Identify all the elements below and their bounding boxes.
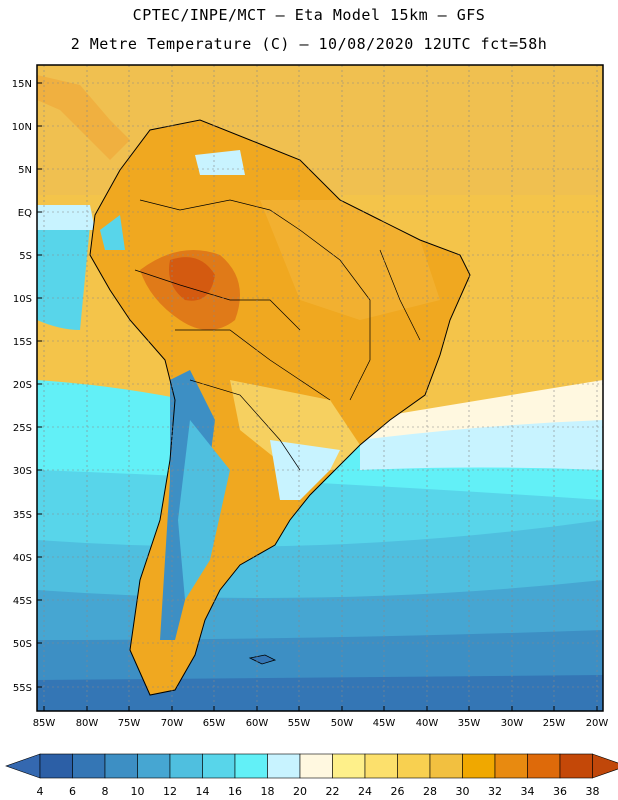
colorbar-bin (462, 753, 496, 779)
colorbar-bin (104, 753, 138, 779)
longitude-label: 75W (118, 718, 141, 729)
latitude-label: 30S (13, 466, 32, 477)
colorbar-tick-label: 16 (228, 785, 242, 798)
latitude-label: EQ (18, 208, 32, 219)
latitude-label: 40S (13, 553, 32, 564)
colorbar-bin (332, 753, 366, 779)
colorbar-tick-label: 30 (456, 785, 470, 798)
latitude-label: 15S (13, 337, 32, 348)
longitude-label: 30W (501, 718, 524, 729)
longitude-label: 85W (33, 718, 56, 729)
colorbar-bin (137, 753, 171, 779)
color-scale-bar: 4 6 8 10 12 14 16 18 20 22 24 26 28 30 32 34 36 38 (5, 753, 618, 798)
longitude-label: 80W (76, 718, 99, 729)
colorbar-bin (234, 753, 268, 779)
longitude-label: 45W (373, 718, 396, 729)
longitude-label: 20W (586, 718, 609, 729)
latitude-label: 5N (18, 165, 32, 176)
colorbar-bin (267, 753, 301, 779)
latitude-label: 50S (13, 639, 32, 650)
map-gridlines (37, 65, 603, 711)
colorbar-tick-label: 10 (131, 785, 145, 798)
colorbar-bin (527, 753, 561, 779)
latitude-label: 10S (13, 294, 32, 305)
colorbar-tick-label: 12 (163, 785, 177, 798)
latitude-label: 55S (13, 683, 32, 694)
colorbar-tick-label: 26 (391, 785, 405, 798)
colorbar-tick-label: 4 (37, 785, 44, 798)
latitude-label: 20S (13, 380, 32, 391)
longitude-label: 35W (458, 718, 481, 729)
latitude-label: 5S (19, 251, 32, 262)
colorbar-bin (429, 753, 463, 779)
latitude-labels: 15N 10N 5N EQ 5S 10S 15S 20S 25S 30S 35S 40S 45S 50S 5… (12, 79, 42, 694)
colorbar-tick-label: 14 (196, 785, 210, 798)
map-title-variable: 2 Metre Temperature (C) – 10/08/2020 12U… (70, 35, 548, 53)
colorbar-tick-label: 28 (423, 785, 437, 798)
latitude-label: 15N (12, 79, 32, 90)
colorbar-tick-label: 20 (293, 785, 307, 798)
longitude-label: 25W (543, 718, 566, 729)
colorbar-tick-label: 6 (69, 785, 76, 798)
longitude-label: 50W (331, 718, 354, 729)
longitude-label: 70W (161, 718, 184, 729)
colorbar-tick-label: 24 (358, 785, 372, 798)
latitude-label: 35S (13, 510, 32, 521)
colorbar-low-arrow (5, 753, 41, 779)
map-field (37, 65, 603, 711)
longitude-label: 40W (416, 718, 439, 729)
colorbar-bin (169, 753, 203, 779)
longitude-labels: 85W 80W 75W 70W 65W 60W 55W 50W 45W 40W 35W 30W 25W 2… (33, 706, 609, 729)
map-frame (36, 64, 604, 712)
colorbar-high-arrow (592, 753, 618, 779)
colorbar-bin (364, 753, 398, 779)
colorbar-bin (494, 753, 528, 779)
colorbar-bin (202, 753, 236, 779)
longitude-label: 60W (246, 718, 269, 729)
colorbar-bin (397, 753, 431, 779)
colorbar-tick-label: 18 (261, 785, 275, 798)
colorbar-tick-label: 38 (586, 785, 600, 798)
map-title-model: CPTEC/INPE/MCT – Eta Model 15km – GFS (132, 6, 486, 24)
latitude-label: 10N (12, 122, 32, 133)
colorbar-bin (559, 753, 593, 779)
colorbar-tick-label: 22 (326, 785, 340, 798)
colorbar-tick-label: 8 (102, 785, 109, 798)
colorbar-bin (299, 753, 333, 779)
colorbar-bin (72, 753, 106, 779)
colorbar-bin (39, 753, 73, 779)
colorbar-tick-label: 34 (521, 785, 535, 798)
colorbar-tick-label: 32 (488, 785, 502, 798)
longitude-label: 55W (288, 718, 311, 729)
latitude-label: 25S (13, 423, 32, 434)
longitude-label: 65W (203, 718, 226, 729)
latitude-label: 45S (13, 596, 32, 607)
colorbar-tick-label: 36 (553, 785, 567, 798)
